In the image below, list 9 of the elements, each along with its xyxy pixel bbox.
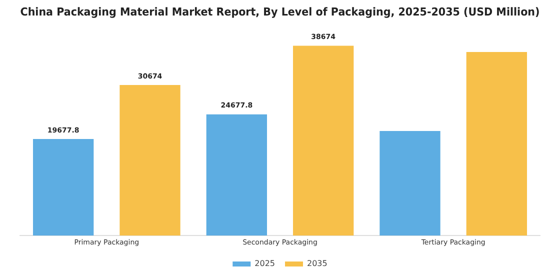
bar (206, 114, 267, 236)
bar (33, 138, 94, 236)
legend-label: 2035 (307, 259, 328, 268)
legend-label: 2025 (254, 259, 275, 268)
bar (466, 52, 527, 236)
chart-title: China Packaging Material Market Report, By Level of Packaging, 2025-2035 (USD Million) (20, 5, 540, 19)
bar (380, 131, 440, 236)
bar (293, 46, 354, 236)
bar (120, 84, 180, 236)
